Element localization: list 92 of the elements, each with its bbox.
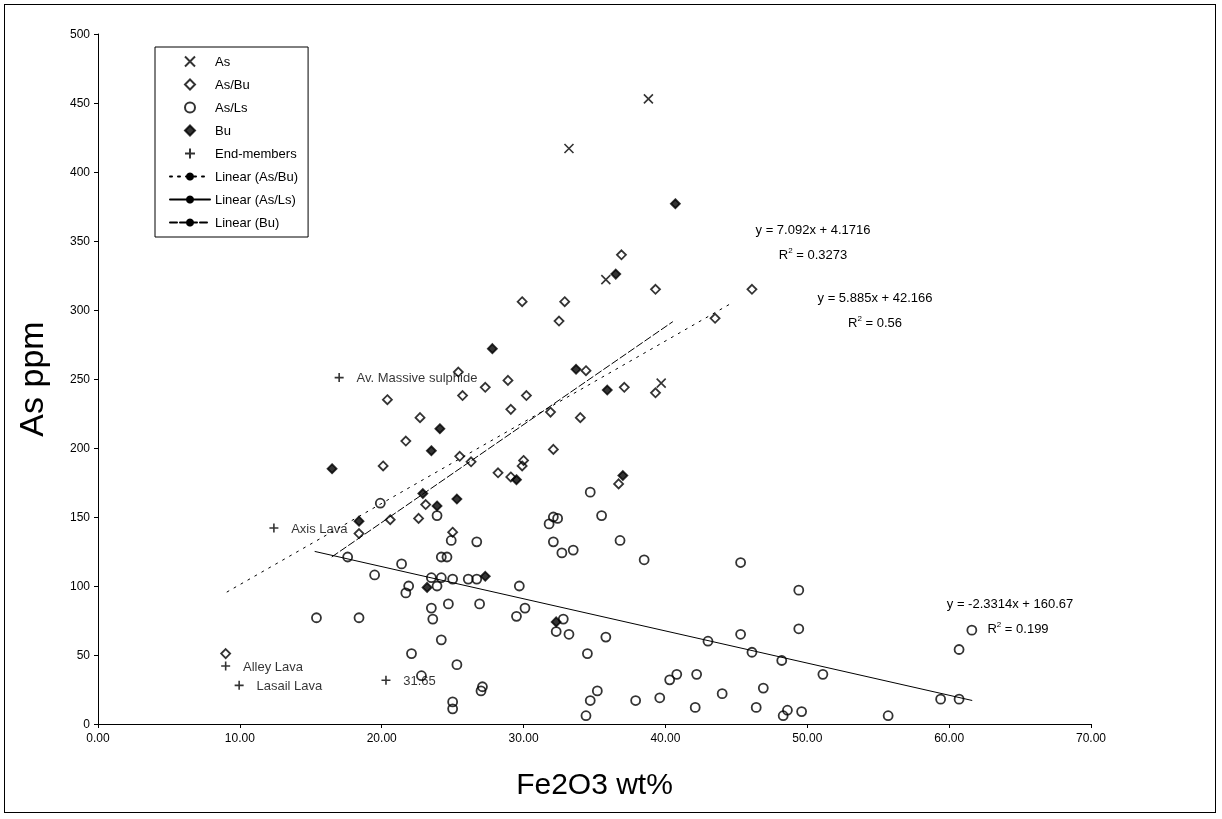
point (655, 377, 667, 389)
point (547, 443, 559, 455)
point (451, 493, 463, 505)
legend-label: End-members (215, 146, 298, 161)
point (400, 435, 412, 447)
y-tick-label: 250 (69, 372, 91, 386)
point (580, 365, 592, 377)
data-label: Av. Massive sulphide (356, 370, 478, 386)
data-label: Alley Lava (242, 658, 304, 674)
point (457, 390, 468, 401)
point (516, 296, 528, 308)
point (434, 423, 446, 435)
point (431, 500, 443, 512)
point (574, 412, 586, 424)
y-axis-title: As ppm (12, 321, 50, 437)
legend-label: As (215, 54, 231, 69)
point (600, 274, 612, 285)
point (521, 390, 532, 401)
legend-label: As/Ls (215, 100, 249, 115)
data-label: 31.65 (403, 672, 436, 688)
point (613, 478, 625, 490)
x-tick-label: 60.00 (934, 731, 965, 745)
y-tick-label: 350 (69, 234, 91, 248)
y-tick-label: 300 (69, 303, 91, 317)
legend-label: Linear (As/Bu) (215, 169, 299, 184)
point (502, 374, 514, 386)
point (454, 450, 466, 462)
point (381, 394, 393, 406)
y-tick-label: 0 (83, 717, 91, 731)
y-tick-label: 400 (69, 165, 91, 179)
point (650, 387, 661, 399)
point (518, 455, 529, 466)
legend-label: Bu (215, 123, 231, 138)
annotation: y = 7.092x + 4.1716 (755, 221, 871, 237)
point (479, 570, 491, 582)
point (616, 249, 627, 261)
point (414, 412, 426, 424)
point (553, 315, 565, 327)
data-label: Axis Lava (291, 520, 349, 536)
point (220, 648, 232, 660)
x-tick-label: 30.00 (508, 731, 539, 745)
x-axis-title: Fe2O3 wt% (516, 766, 673, 800)
x-tick-label: 0.00 (86, 731, 110, 745)
point (421, 581, 433, 593)
point (617, 470, 629, 481)
legend-label: As/Bu (215, 77, 250, 92)
point (479, 381, 491, 393)
y-tick-label: 450 (69, 96, 91, 110)
point (505, 403, 517, 415)
point (516, 460, 528, 472)
point (610, 268, 622, 280)
point (570, 363, 582, 375)
point (505, 471, 517, 483)
point (563, 143, 575, 154)
point (746, 283, 758, 295)
annotation: y = -2.3314x + 160.67 (946, 595, 1074, 611)
annotation: y = 5.885x + 42.166 (817, 289, 933, 305)
point (447, 526, 459, 538)
point (492, 467, 504, 479)
point (709, 312, 721, 324)
point (618, 381, 630, 393)
y-tick-label: 200 (69, 441, 91, 455)
point (377, 460, 389, 472)
x-tick-label: 70.00 (1075, 731, 1107, 745)
point (601, 384, 613, 396)
point (417, 488, 429, 499)
point (643, 93, 654, 105)
x-tick-label: 40.00 (650, 731, 681, 745)
point (559, 296, 571, 308)
point (650, 283, 661, 295)
x-tick-label: 50.00 (792, 731, 823, 745)
point (465, 456, 477, 468)
point (669, 198, 681, 210)
x-tick-label: 20.00 (366, 731, 398, 745)
y-tick-label: 500 (69, 27, 91, 41)
data-label: Lasail Lava (256, 677, 323, 693)
point (545, 406, 556, 418)
legend-label: Linear (Bu) (215, 215, 280, 230)
point (353, 528, 365, 539)
point (511, 474, 522, 486)
legend-label: Linear (As/Ls) (215, 192, 296, 207)
point (326, 463, 338, 475)
point (420, 499, 432, 510)
x-tick-label: 10.00 (224, 731, 256, 745)
point (384, 514, 396, 526)
y-tick-label: 50 (76, 648, 91, 662)
point (425, 445, 437, 457)
point (413, 512, 424, 524)
point (353, 515, 365, 527)
point (486, 343, 498, 355)
y-tick-label: 100 (69, 579, 91, 593)
y-tick-label: 150 (69, 510, 91, 524)
